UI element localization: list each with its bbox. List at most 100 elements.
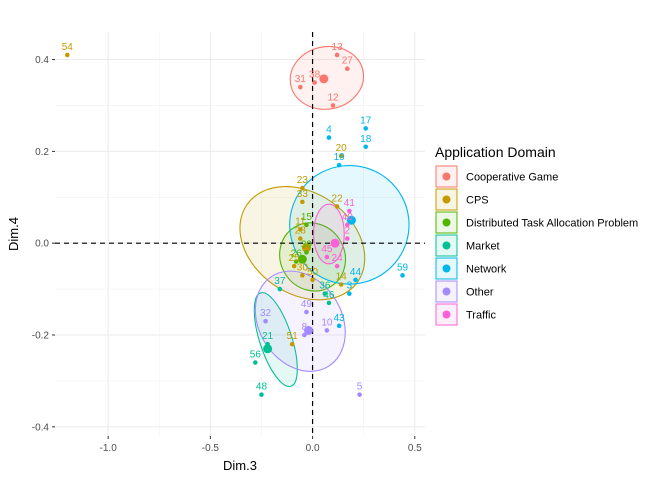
point-11 <box>298 227 303 232</box>
point-label-43: 43 <box>334 313 346 324</box>
point-28 <box>298 236 303 241</box>
x-tick-label: -1.0 <box>100 443 118 454</box>
legend-label: Network <box>466 264 507 276</box>
centroid-market <box>263 344 273 354</box>
point-51 <box>289 341 295 347</box>
point-label-31: 31 <box>295 74 307 85</box>
point-label-20: 20 <box>336 143 348 154</box>
point-18 <box>363 144 369 150</box>
point-label-37: 37 <box>274 276 286 287</box>
point-label-2: 2 <box>345 226 351 237</box>
ellipse-market <box>253 292 298 388</box>
point-46 <box>326 300 332 306</box>
point-label-49: 49 <box>301 299 313 310</box>
point-label-10: 10 <box>321 317 333 328</box>
legend-label: Traffic <box>466 310 496 322</box>
y-axis-title: Dim.4 <box>6 217 21 251</box>
point-44 <box>353 277 358 283</box>
y-tick-label: 0.2 <box>35 147 49 158</box>
point-label-14: 14 <box>336 272 348 283</box>
point-23 <box>300 185 305 191</box>
point-17 <box>363 126 369 131</box>
point-label-30: 30 <box>297 262 309 273</box>
point-label-27: 27 <box>342 56 354 67</box>
legend-key-dot <box>442 310 451 319</box>
y-tick-label: 0.0 <box>35 239 49 250</box>
legend-item-cps: CPS <box>435 188 489 211</box>
legend: Application Domain Cooperative Game CPS Di… <box>435 144 638 326</box>
x-axis-title: Dim.3 <box>223 458 257 473</box>
point-56 <box>253 360 258 365</box>
point-13 <box>334 52 340 58</box>
point-26 <box>293 259 299 264</box>
point-3 <box>347 291 352 296</box>
point-label-41: 41 <box>344 198 356 209</box>
point-label-11: 11 <box>295 216 306 227</box>
axis-ticks: -1.0 -0.5 0.0 0.5 -0.4 -0.2 0.0 0.2 0.4 <box>32 55 422 454</box>
point-10 <box>324 328 330 333</box>
y-tick-label: -0.4 <box>32 422 50 433</box>
point-27 <box>345 66 350 72</box>
point-48 <box>259 392 264 397</box>
centroid-network <box>346 215 356 225</box>
legend-label: Market <box>466 241 500 253</box>
point-label-25: 25 <box>289 253 301 264</box>
point-label-32: 32 <box>260 308 272 319</box>
legend-key-dot <box>442 218 451 227</box>
point-49 <box>304 309 309 315</box>
point-label-13: 13 <box>332 42 344 53</box>
ellipse-other <box>254 270 346 372</box>
point-4 <box>326 135 332 140</box>
legend-item-cooperative-game: Cooperative Game <box>435 165 558 188</box>
legend-label: CPS <box>466 195 489 207</box>
point-54 <box>64 52 70 58</box>
x-tick-label: -0.5 <box>202 443 220 454</box>
point-19 <box>336 162 342 168</box>
point-2 <box>345 236 350 241</box>
point-label-40: 40 <box>342 212 354 223</box>
point-12 <box>330 103 336 108</box>
point-label-39: 39 <box>301 239 313 250</box>
point-30 <box>300 273 305 278</box>
y-tick-label: 0.4 <box>35 55 49 66</box>
y-tick-label: -0.2 <box>32 331 50 342</box>
point-label-33: 33 <box>297 189 309 200</box>
data-points <box>64 52 405 397</box>
point-50 <box>310 277 315 283</box>
point-40 <box>345 222 350 228</box>
legend-item-distributed-task-allocation-problem: Distributed Task Allocation Problem <box>435 211 638 234</box>
point-label-23: 23 <box>297 175 309 186</box>
point-label-12: 12 <box>327 92 339 103</box>
point-label-22: 22 <box>332 193 344 204</box>
point-label-51: 51 <box>287 331 299 342</box>
point-label-48: 48 <box>256 382 268 393</box>
point-33 <box>300 199 305 205</box>
point-43 <box>336 323 342 329</box>
point-label-54: 54 <box>62 42 74 53</box>
point-label-28: 28 <box>295 226 307 237</box>
point-label-38: 38 <box>309 70 321 81</box>
point-label-5: 5 <box>357 382 363 393</box>
point-31 <box>298 84 303 90</box>
point-label-21: 21 <box>262 331 274 342</box>
reference-lines <box>55 32 425 436</box>
point-label-46: 46 <box>323 290 335 301</box>
point-label-36: 36 <box>319 281 331 292</box>
centroid-cooperative-game <box>319 74 329 84</box>
legend-label: Distributed Task Allocation Problem <box>466 218 638 230</box>
point-39 <box>304 250 309 255</box>
point-label-15: 15 <box>301 212 313 223</box>
point-label-18: 18 <box>360 134 372 145</box>
x-tick-label: 0.5 <box>408 443 422 454</box>
point-label-45: 45 <box>321 244 333 255</box>
legend-key-dot <box>442 241 451 250</box>
centroid-distributed-task-allocation-problem <box>297 254 307 264</box>
point-59 <box>400 273 405 278</box>
point-label-8: 8 <box>302 322 308 333</box>
x-tick-label: 0.0 <box>306 443 320 454</box>
point-38 <box>312 80 317 85</box>
ellipse-traffic <box>313 203 345 265</box>
point-20 <box>338 153 344 159</box>
legend-label: Cooperative Game <box>466 172 558 184</box>
